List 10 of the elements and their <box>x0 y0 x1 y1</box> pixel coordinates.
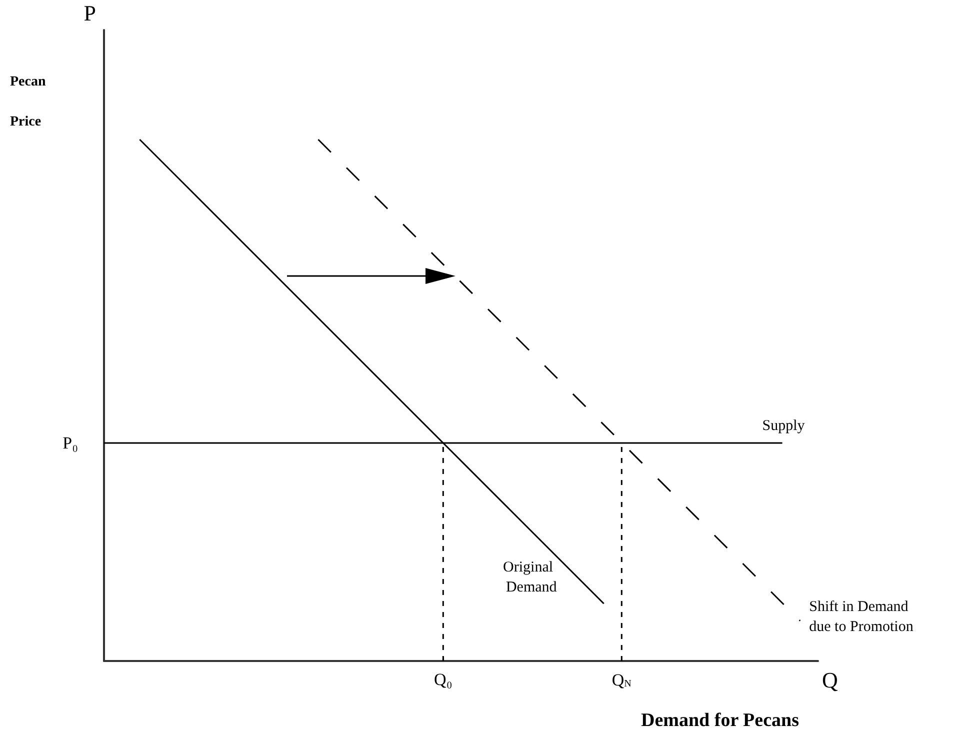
x-tick-label: Q₀ <box>434 670 452 689</box>
x-axis-title: Q <box>822 668 838 692</box>
x-tick-label: QN <box>612 670 632 690</box>
series-label: Shift in Demand due to Promotion <box>809 598 914 635</box>
text: Demand for Pecans <box>641 710 799 731</box>
text: P <box>84 0 96 26</box>
text: Pecan Price <box>10 74 46 130</box>
series-label: Supply <box>762 418 806 434</box>
series-label: Original Demand <box>503 560 558 596</box>
text: P₀ <box>62 434 78 453</box>
